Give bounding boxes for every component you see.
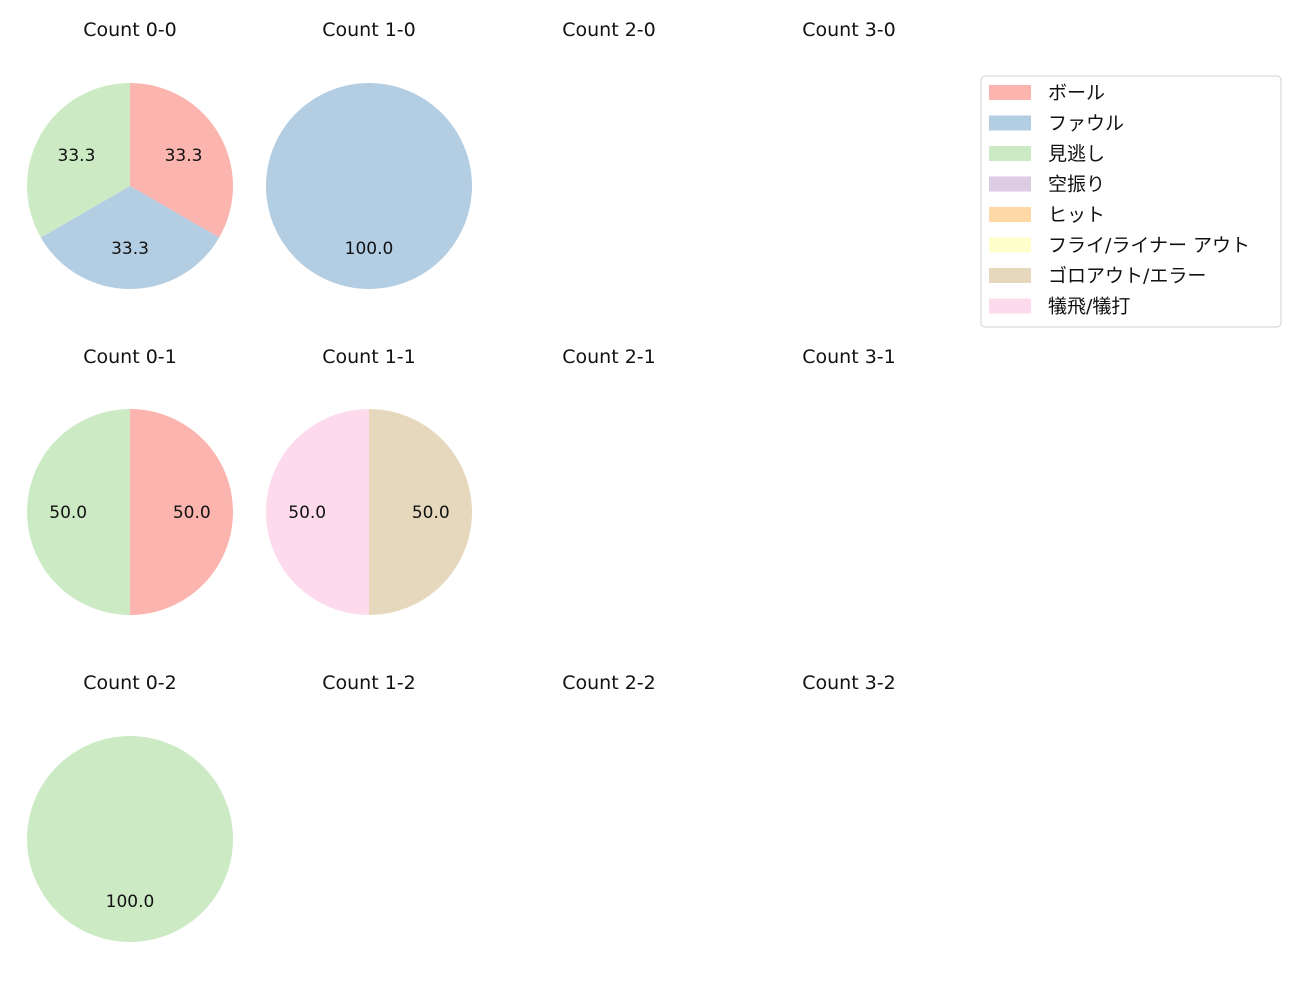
- pie-slice: [27, 83, 130, 238]
- legend-label: 空振り: [1048, 174, 1105, 196]
- pie-slice: [27, 736, 233, 942]
- pie-panel: Count 0-2 100.0: [27, 672, 233, 942]
- pie-title: Count 1-1: [322, 346, 416, 368]
- legend-swatch: [989, 85, 1031, 100]
- legend-label: ヒット: [1048, 204, 1105, 226]
- pie-panel: Count 3-2: [802, 672, 896, 694]
- pie-title: Count 2-1: [562, 346, 656, 368]
- legend-swatch: [989, 268, 1031, 283]
- pie-panel: Count 0-1 50.0 50.0: [27, 346, 233, 615]
- pie-title: Count 3-2: [802, 672, 896, 694]
- pie-panel: Count 1-1 50.0 50.0: [266, 346, 472, 615]
- pie-title: Count 3-0: [802, 19, 896, 41]
- legend-frame: [980, 75, 1282, 328]
- legend-swatch: [989, 146, 1031, 161]
- legend-swatch: [989, 207, 1031, 222]
- slice-label: 33.3: [58, 146, 96, 166]
- pie-panel: Count 1-2: [322, 672, 416, 694]
- legend-swatch: [989, 298, 1031, 314]
- legend-swatch: [989, 237, 1031, 253]
- pie-slice: [266, 409, 369, 615]
- pie-title: Count 1-0: [322, 19, 416, 41]
- pie-title: Count 2-2: [562, 672, 656, 694]
- slice-label: 33.3: [165, 146, 203, 166]
- pie-panel: Count 3-1: [802, 346, 896, 368]
- slice-label: 100.0: [345, 239, 394, 259]
- slice-label: 50.0: [49, 503, 87, 523]
- pie-slice: [266, 83, 472, 289]
- pie-title: Count 1-2: [322, 672, 416, 694]
- pie-slice: [27, 409, 130, 615]
- slice-label: 50.0: [412, 503, 450, 523]
- legend-label: ゴロアウト/エラー: [1048, 265, 1206, 287]
- pie-panel: Count 2-0: [562, 19, 656, 41]
- pie-title: Count 0-1: [83, 346, 177, 368]
- legend-label: ボール: [1048, 82, 1105, 104]
- pie-panel: Count 3-0: [802, 19, 896, 41]
- pie-panel: Count 1-0 100.0: [266, 19, 472, 289]
- pie-title: Count 3-1: [802, 346, 896, 368]
- pie-title: Count 2-0: [562, 19, 656, 41]
- pie-title: Count 0-0: [83, 19, 177, 41]
- legend-label: 見逃し: [1048, 143, 1105, 165]
- pie-slice: [130, 409, 233, 615]
- pie-panel: Count 2-1: [562, 346, 656, 368]
- legend-swatch: [989, 115, 1031, 131]
- pie-title: Count 0-2: [83, 672, 177, 694]
- slice-label: 50.0: [288, 503, 326, 523]
- pie-slice: [369, 409, 472, 615]
- slice-label: 50.0: [173, 503, 211, 523]
- pie-panel: Count 0-0 33.3 33.3 33.3: [27, 19, 233, 289]
- pie-panel: Count 2-2: [562, 672, 656, 694]
- pie-slice: [130, 83, 233, 238]
- pie-slice: [40, 186, 220, 289]
- legend-label: フライ/ライナー アウト: [1048, 235, 1250, 257]
- legend-label: 犠飛/犠打: [1048, 296, 1130, 318]
- slice-label: 100.0: [106, 892, 155, 912]
- legend-swatch: [989, 176, 1031, 192]
- slice-label: 33.3: [111, 239, 149, 259]
- legend-label: ファウル: [1048, 113, 1124, 135]
